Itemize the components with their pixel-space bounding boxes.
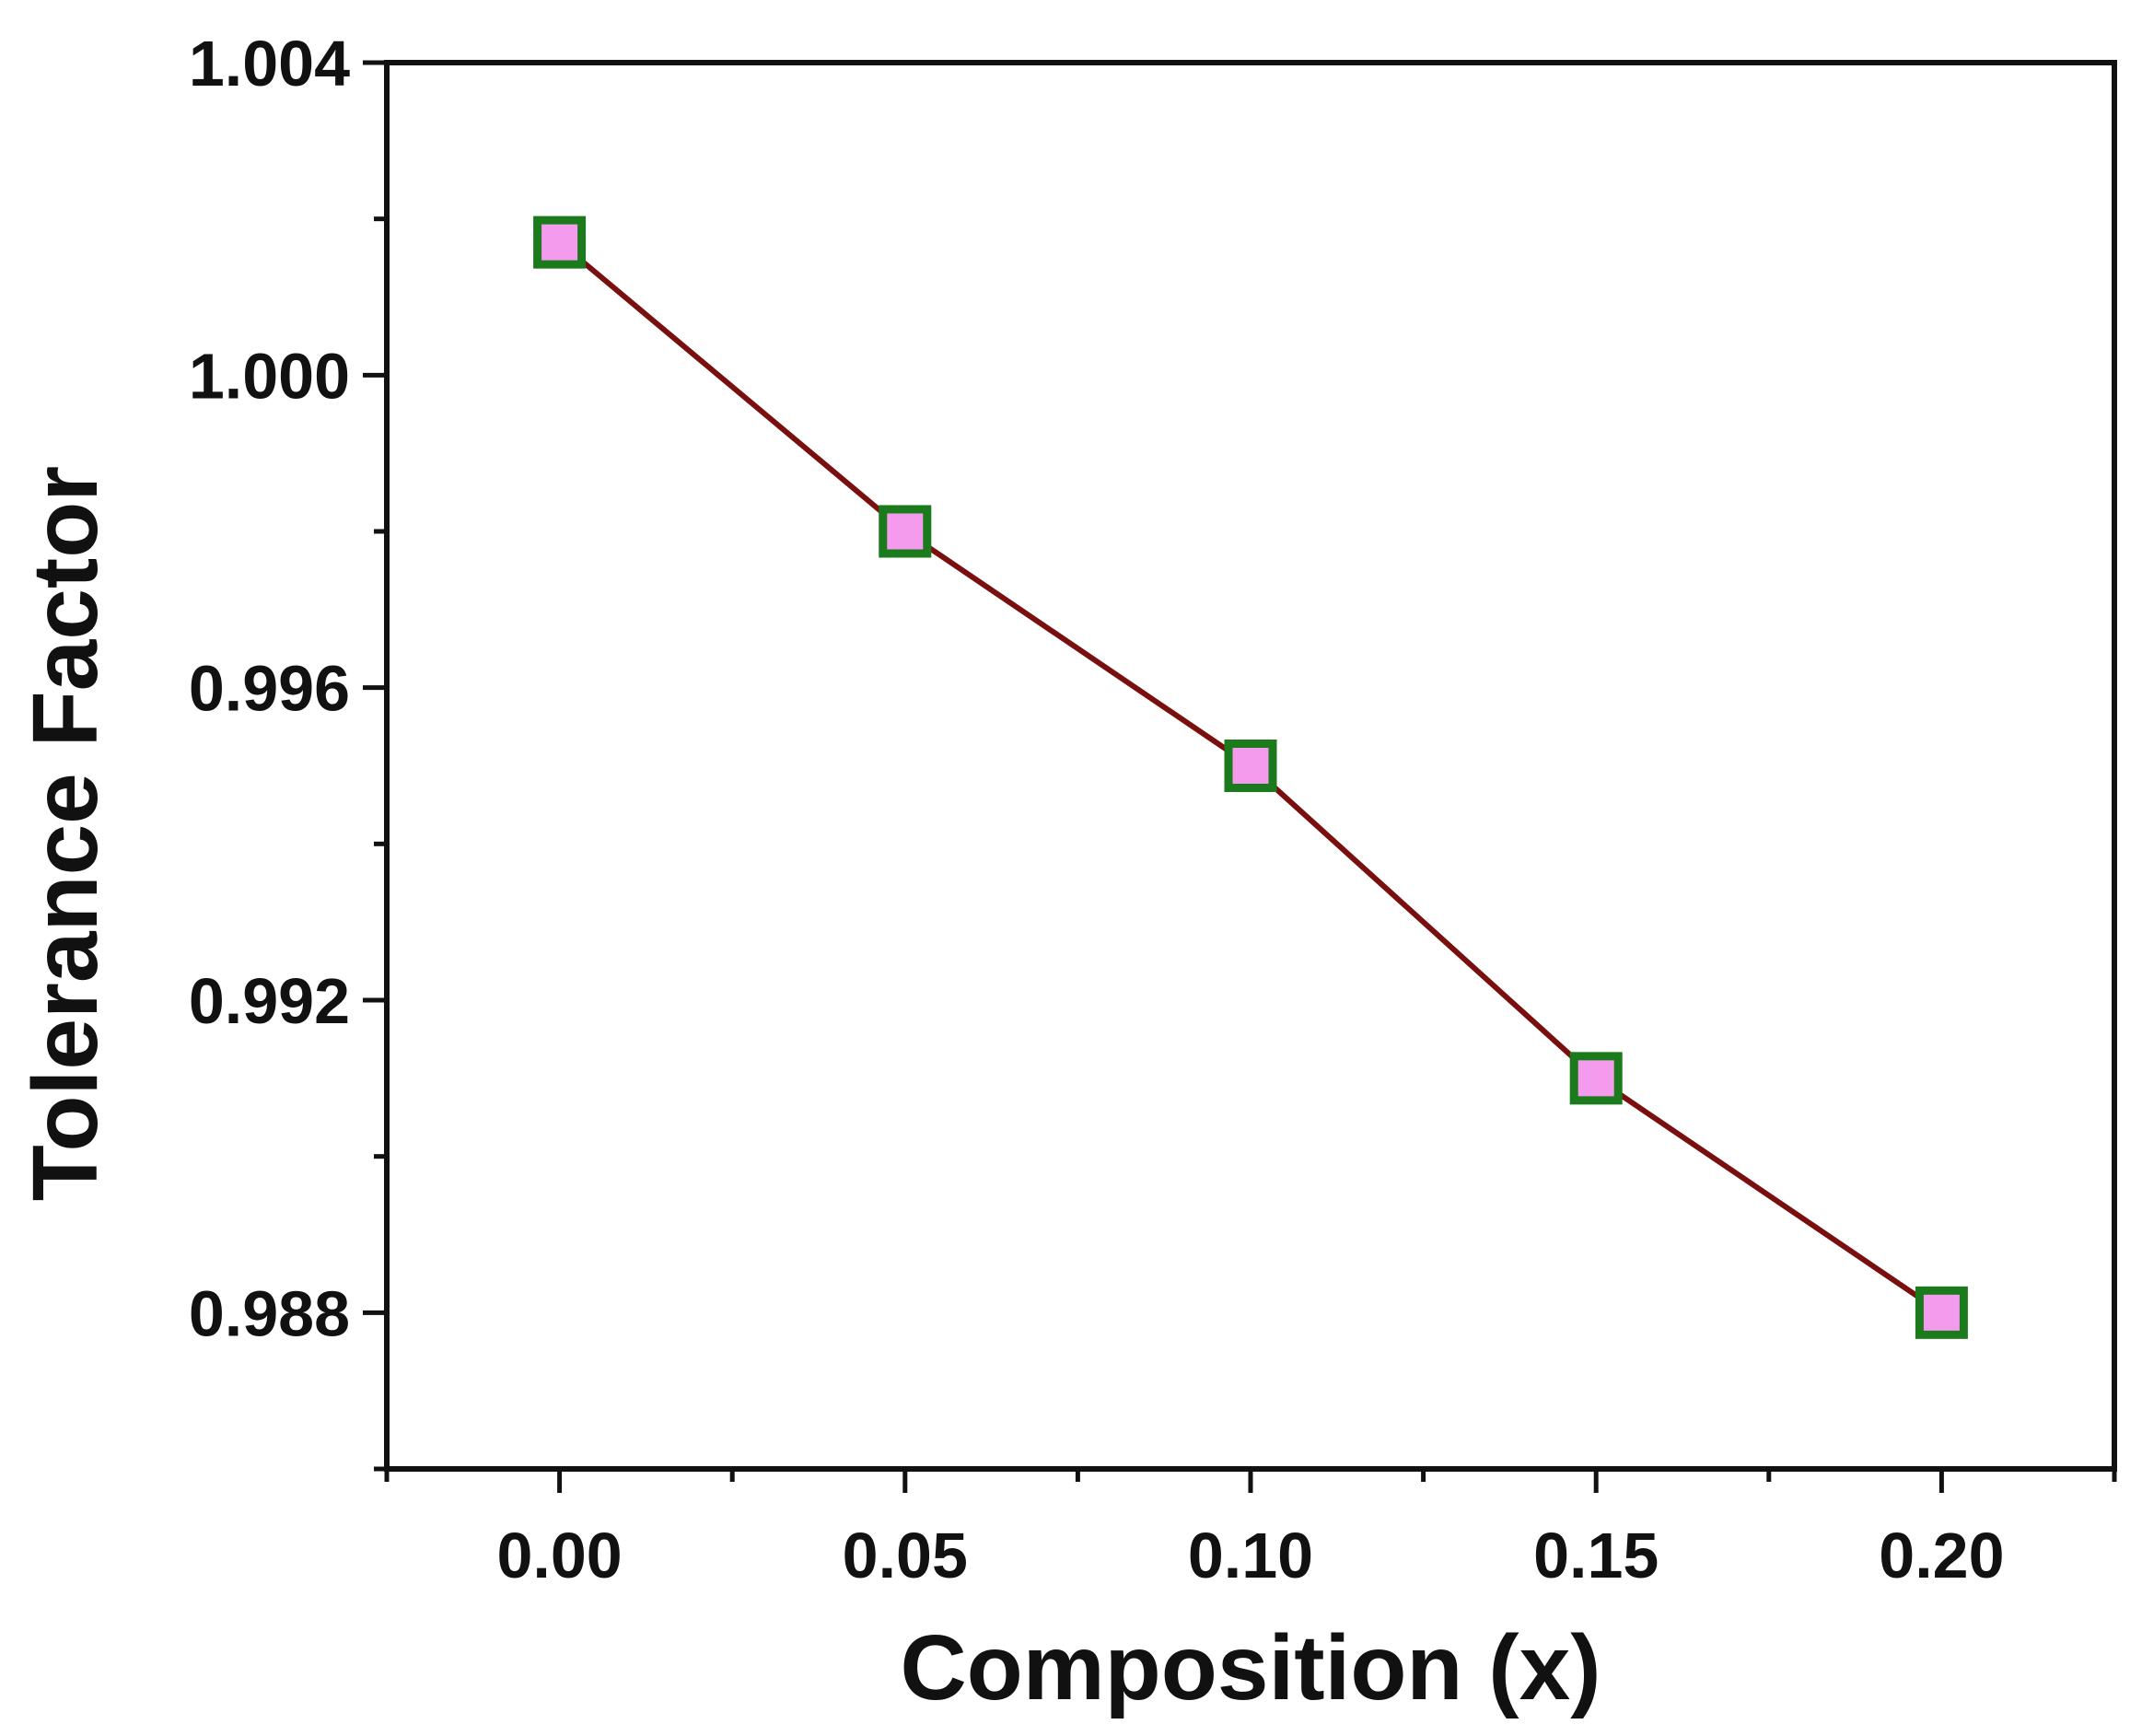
x-tick-label: 0.05 [843,1520,968,1591]
y-tick-label: 1.000 [189,340,350,412]
y-tick-label: 0.992 [189,965,350,1037]
series-layer [533,216,1968,1339]
y-axis-title: Tolerance Factor [14,466,117,1201]
x-axis-title: Composition (x) [900,1616,1601,1719]
data-point-marker [1569,1052,1623,1105]
y-tick-label: 0.996 [189,653,350,725]
x-tick-label: 0.20 [1879,1520,2004,1591]
x-axis: 0.00 0.05 0.10 0.15 0.20 [384,1469,2117,1591]
data-point-marker [1915,1286,1968,1339]
data-point-marker [533,216,587,269]
x-tick-label: 0.00 [496,1520,622,1591]
data-point-marker [879,505,932,558]
x-tick-label: 0.10 [1188,1520,1313,1591]
y-tick-label: 0.988 [189,1277,350,1349]
x-tick-label: 0.15 [1533,1520,1659,1591]
y-axis: 0.988 0.992 0.996 1.000 1.004 [189,28,387,1472]
y-tick-label: 1.004 [189,28,350,99]
data-point-marker [1224,740,1277,792]
